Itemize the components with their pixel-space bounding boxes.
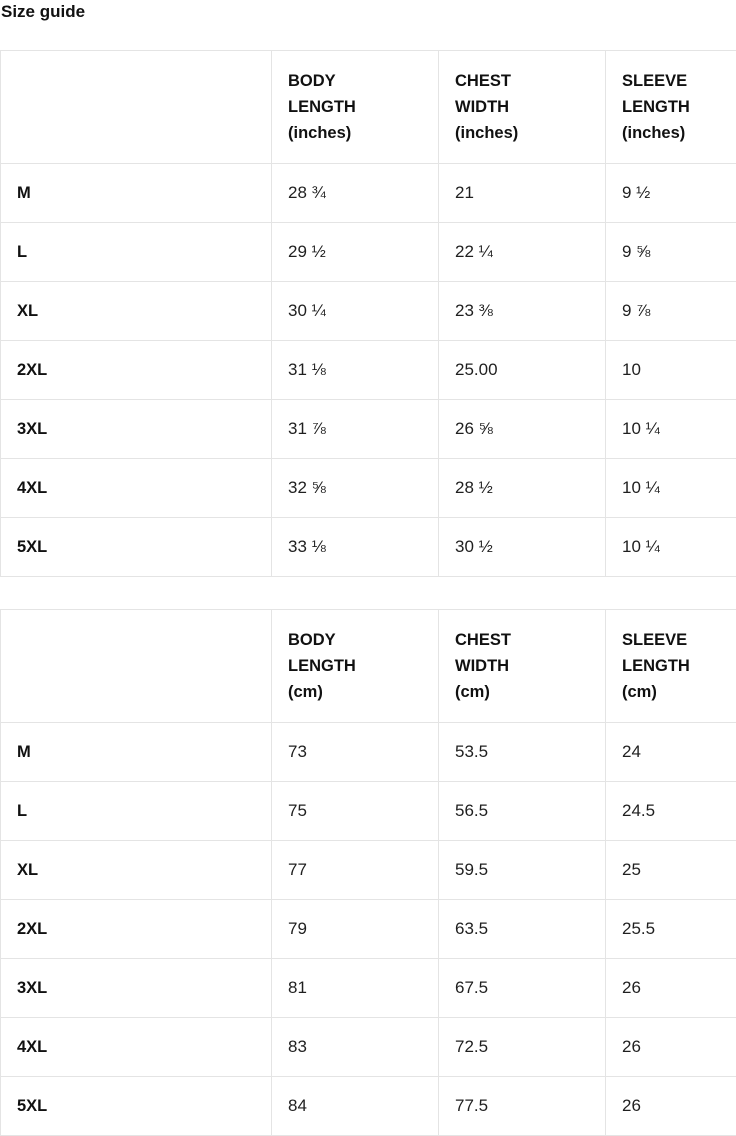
value-cell: 9 ½: [606, 164, 736, 223]
value-cell: 32 ⅝: [272, 459, 439, 518]
value-cell: 28 ½: [439, 459, 606, 518]
value-cell: 63.5: [439, 900, 606, 959]
value-cell: 33 ⅛: [272, 518, 439, 577]
page-title: Size guide: [1, 2, 736, 21]
value-cell: 72.5: [439, 1018, 606, 1077]
value-cell: 56.5: [439, 782, 606, 841]
value-cell: 10: [606, 341, 736, 400]
size-table-cm: BODY LENGTH (cm)CHEST WIDTH (cm)SLEEVE L…: [0, 609, 736, 1136]
value-cell: 30 ½: [439, 518, 606, 577]
size-label: 2XL: [1, 900, 272, 959]
value-cell: 67.5: [439, 959, 606, 1018]
size-label: XL: [1, 282, 272, 341]
value-cell: 81: [272, 959, 439, 1018]
value-cell: 79: [272, 900, 439, 959]
column-header: SLEEVE LENGTH (inches): [606, 51, 736, 164]
value-cell: 26: [606, 1018, 736, 1077]
size-label: XL: [1, 841, 272, 900]
value-cell: 10 ¼: [606, 459, 736, 518]
column-header: SLEEVE LENGTH (cm): [606, 610, 736, 723]
column-header: CHEST WIDTH (inches): [439, 51, 606, 164]
value-cell: 77.5: [439, 1077, 606, 1136]
column-header: BODY LENGTH (inches): [272, 51, 439, 164]
value-cell: 25.00: [439, 341, 606, 400]
column-header: CHEST WIDTH (cm): [439, 610, 606, 723]
size-label: M: [1, 723, 272, 782]
column-header: BODY LENGTH (cm): [272, 610, 439, 723]
value-cell: 26 ⅝: [439, 400, 606, 459]
header-row: BODY LENGTH (cm)CHEST WIDTH (cm)SLEEVE L…: [1, 610, 736, 723]
corner-cell: [1, 51, 272, 164]
size-label: 3XL: [1, 959, 272, 1018]
value-cell: 53.5: [439, 723, 606, 782]
value-cell: 26: [606, 959, 736, 1018]
value-cell: 25: [606, 841, 736, 900]
size-label: 5XL: [1, 518, 272, 577]
value-cell: 31 ⅞: [272, 400, 439, 459]
size-label: 2XL: [1, 341, 272, 400]
header-row: BODY LENGTH (inches)CHEST WIDTH (inches)…: [1, 51, 736, 164]
size-label: 4XL: [1, 459, 272, 518]
value-cell: 24.5: [606, 782, 736, 841]
value-cell: 9 ⅝: [606, 223, 736, 282]
value-cell: 10 ¼: [606, 400, 736, 459]
size-label: 3XL: [1, 400, 272, 459]
value-cell: 25.5: [606, 900, 736, 959]
corner-cell: [1, 610, 272, 723]
size-table-cm-header: BODY LENGTH (cm)CHEST WIDTH (cm)SLEEVE L…: [1, 610, 736, 723]
value-cell: 10 ¼: [606, 518, 736, 577]
value-cell: 84: [272, 1077, 439, 1136]
value-cell: 26: [606, 1077, 736, 1136]
value-cell: 59.5: [439, 841, 606, 900]
value-cell: 75: [272, 782, 439, 841]
size-label: L: [1, 223, 272, 282]
value-cell: 24: [606, 723, 736, 782]
value-cell: 28 ¾: [272, 164, 439, 223]
size-label: L: [1, 782, 272, 841]
value-cell: 29 ½: [272, 223, 439, 282]
value-cell: 31 ⅛: [272, 341, 439, 400]
size-table-inches-header: BODY LENGTH (inches)CHEST WIDTH (inches)…: [1, 51, 736, 164]
value-cell: 22 ¼: [439, 223, 606, 282]
size-label: M: [1, 164, 272, 223]
value-cell: 83: [272, 1018, 439, 1077]
value-cell: 77: [272, 841, 439, 900]
size-table-inches: BODY LENGTH (inches)CHEST WIDTH (inches)…: [0, 50, 736, 577]
value-cell: 23 ⅜: [439, 282, 606, 341]
size-label: 5XL: [1, 1077, 272, 1136]
value-cell: 73: [272, 723, 439, 782]
size-label: 4XL: [1, 1018, 272, 1077]
value-cell: 9 ⅞: [606, 282, 736, 341]
value-cell: 21: [439, 164, 606, 223]
value-cell: 30 ¼: [272, 282, 439, 341]
